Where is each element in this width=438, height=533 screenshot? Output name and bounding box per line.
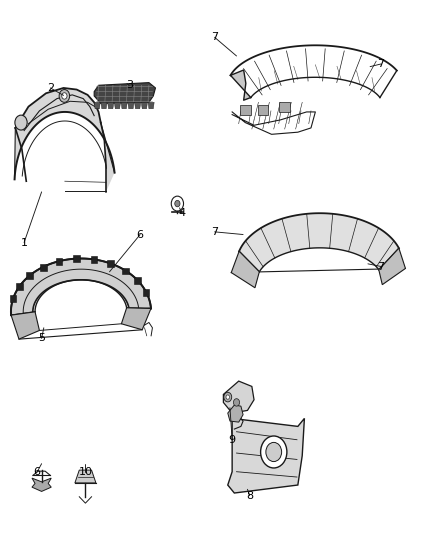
Polygon shape (14, 88, 115, 192)
Circle shape (15, 115, 27, 130)
Text: 9: 9 (229, 435, 236, 445)
Polygon shape (379, 248, 406, 285)
Polygon shape (121, 308, 151, 330)
Text: 3: 3 (126, 80, 133, 90)
Polygon shape (94, 102, 100, 109)
Bar (91, 256, 97, 263)
Circle shape (226, 395, 230, 399)
Circle shape (261, 436, 287, 468)
Polygon shape (231, 251, 259, 288)
Text: 4: 4 (178, 208, 185, 218)
Polygon shape (148, 102, 154, 109)
Circle shape (224, 392, 232, 402)
Bar (40, 264, 46, 271)
Text: 5: 5 (38, 334, 45, 343)
Bar (26, 272, 33, 279)
Text: 6: 6 (34, 467, 41, 477)
Text: 1: 1 (21, 238, 28, 247)
Text: 7: 7 (211, 33, 218, 42)
Circle shape (266, 442, 282, 462)
Bar (258, 105, 268, 115)
Polygon shape (134, 102, 141, 109)
Bar (134, 277, 141, 284)
Polygon shape (141, 102, 148, 109)
Polygon shape (228, 405, 243, 422)
Text: 7: 7 (378, 59, 385, 69)
Bar (143, 289, 149, 296)
Polygon shape (94, 83, 155, 103)
Polygon shape (101, 102, 107, 109)
Polygon shape (32, 478, 51, 491)
Polygon shape (239, 213, 399, 272)
Polygon shape (114, 102, 120, 109)
Bar (240, 105, 251, 115)
Polygon shape (75, 470, 96, 483)
Text: 2: 2 (47, 83, 54, 93)
Bar (56, 258, 63, 265)
Text: 7: 7 (378, 262, 385, 271)
Bar (279, 102, 290, 112)
Circle shape (175, 200, 180, 207)
Circle shape (59, 90, 70, 102)
Text: 7: 7 (211, 227, 218, 237)
Polygon shape (11, 259, 151, 315)
Bar (10, 295, 16, 302)
Circle shape (62, 93, 67, 99)
Text: 10: 10 (78, 467, 92, 477)
Text: 8: 8 (246, 491, 253, 500)
Circle shape (233, 399, 240, 406)
Polygon shape (11, 312, 39, 339)
Polygon shape (223, 381, 254, 413)
Bar (16, 283, 23, 290)
Bar (73, 255, 80, 262)
Polygon shape (108, 102, 114, 109)
Polygon shape (228, 418, 304, 493)
Polygon shape (121, 102, 127, 109)
Bar (122, 268, 129, 274)
Circle shape (171, 196, 184, 211)
Text: 6: 6 (137, 230, 144, 239)
Bar (107, 261, 114, 268)
Polygon shape (230, 70, 251, 100)
Polygon shape (128, 102, 134, 109)
